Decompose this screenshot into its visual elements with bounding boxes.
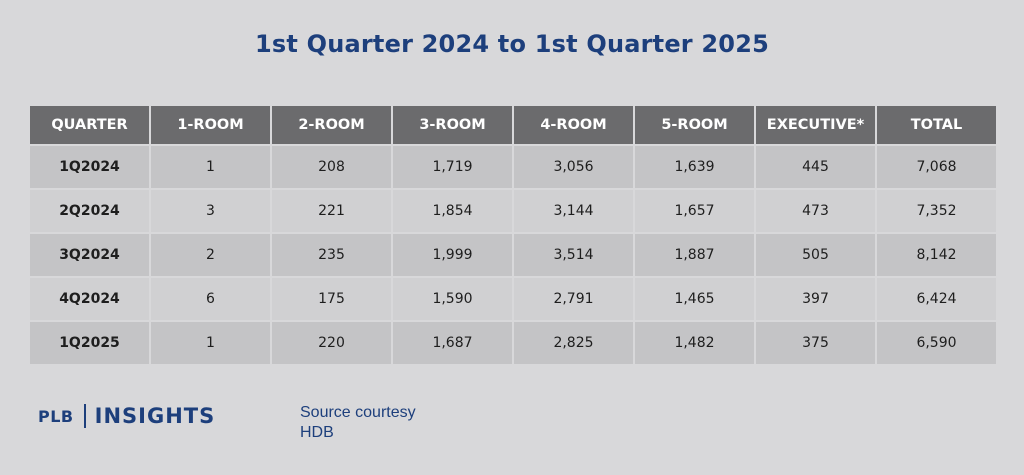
header-row: QUARTER 1-ROOM 2-ROOM 3-ROOM 4-ROOM 5-ROOM EXE… <box>30 106 996 144</box>
value-cell: 8,142 <box>877 234 996 276</box>
quarter-cell: 4Q2024 <box>30 278 149 320</box>
source-line-1: Source courtesy <box>300 404 416 421</box>
value-cell: 1,482 <box>635 322 754 364</box>
quarter-cell: 3Q2024 <box>30 234 149 276</box>
value-cell: 1,887 <box>635 234 754 276</box>
value-cell: 2,825 <box>514 322 633 364</box>
table-body: 1Q2024 1 208 1,719 3,056 1,639 445 7,068 2Q2024 3… <box>30 146 996 364</box>
value-cell: 397 <box>756 278 875 320</box>
table-row: 4Q2024 6 175 1,590 2,791 1,465 397 6,424 <box>30 278 996 320</box>
source-line-2: HDB <box>300 424 334 441</box>
logo-plb-text: PLB <box>38 406 74 426</box>
data-table: QUARTER 1-ROOM 2-ROOM 3-ROOM 4-ROOM 5-ROOM EXE… <box>28 104 998 366</box>
table-row: 2Q2024 3 221 1,854 3,144 1,657 473 7,352 <box>30 190 996 232</box>
value-cell: 235 <box>272 234 391 276</box>
table-row: 1Q2025 1 220 1,687 2,825 1,482 375 6,590 <box>30 322 996 364</box>
table-row: 3Q2024 2 235 1,999 3,514 1,887 505 8,142 <box>30 234 996 276</box>
value-cell: 7,068 <box>877 146 996 188</box>
value-cell: 375 <box>756 322 875 364</box>
value-cell: 3 <box>151 190 270 232</box>
value-cell: 1,639 <box>635 146 754 188</box>
value-cell: 1 <box>151 322 270 364</box>
value-cell: 221 <box>272 190 391 232</box>
chart-title: 1st Quarter 2024 to 1st Quarter 2025 <box>254 30 769 58</box>
column-header: QUARTER <box>30 106 149 144</box>
column-header: EXECUTIVE* <box>756 106 875 144</box>
plb-insights-logo: PLB INSIGHTS <box>38 404 215 428</box>
quarter-cell: 2Q2024 <box>30 190 149 232</box>
value-cell: 1,590 <box>393 278 512 320</box>
value-cell: 505 <box>756 234 875 276</box>
column-header: 1-ROOM <box>151 106 270 144</box>
value-cell: 1,465 <box>635 278 754 320</box>
value-cell: 220 <box>272 322 391 364</box>
column-header: 2-ROOM <box>272 106 391 144</box>
quarter-cell: 1Q2025 <box>30 322 149 364</box>
column-header: 3-ROOM <box>393 106 512 144</box>
value-cell: 1,687 <box>393 322 512 364</box>
value-cell: 7,352 <box>877 190 996 232</box>
column-header: 4-ROOM <box>514 106 633 144</box>
table-row: 1Q2024 1 208 1,719 3,056 1,639 445 7,068 <box>30 146 996 188</box>
value-cell: 1,657 <box>635 190 754 232</box>
value-cell: 3,144 <box>514 190 633 232</box>
value-cell: 2,791 <box>514 278 633 320</box>
value-cell: 473 <box>756 190 875 232</box>
logo-insights-text: INSIGHTS <box>94 404 216 428</box>
value-cell: 1,719 <box>393 146 512 188</box>
value-cell: 1 <box>151 146 270 188</box>
logo-divider <box>83 404 86 428</box>
value-cell: 208 <box>272 146 391 188</box>
value-cell: 3,514 <box>514 234 633 276</box>
value-cell: 6,424 <box>877 278 996 320</box>
value-cell: 6 <box>151 278 270 320</box>
value-cell: 2 <box>151 234 270 276</box>
column-header: 5-ROOM <box>635 106 754 144</box>
value-cell: 445 <box>756 146 875 188</box>
quarter-cell: 1Q2024 <box>30 146 149 188</box>
column-header: TOTAL <box>877 106 996 144</box>
value-cell: 6,590 <box>877 322 996 364</box>
value-cell: 1,854 <box>393 190 512 232</box>
source-note: Source courtesy HDB <box>300 403 416 443</box>
value-cell: 175 <box>272 278 391 320</box>
value-cell: 1,999 <box>393 234 512 276</box>
value-cell: 3,056 <box>514 146 633 188</box>
